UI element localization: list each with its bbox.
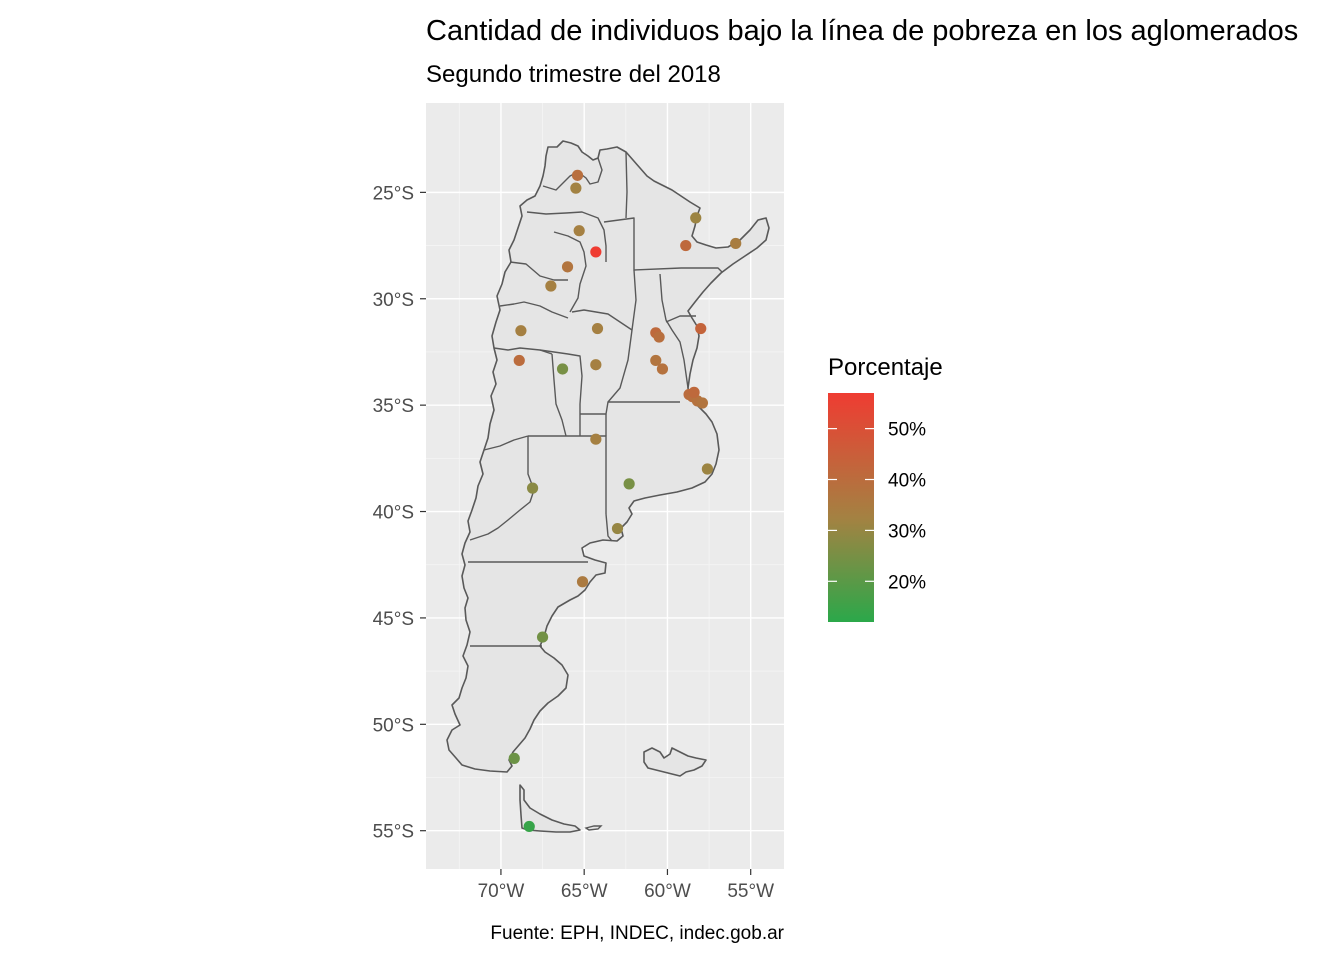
y-tick-label: 25°S: [373, 183, 414, 204]
agglomeration-point: [688, 386, 700, 398]
x-tick-label: 70°W: [478, 881, 525, 902]
border-sanluis: [539, 349, 583, 436]
y-tick-label: 55°S: [373, 822, 414, 843]
isla-de-los-estados: [584, 825, 603, 831]
border-entrerios-corrientes: [665, 315, 696, 323]
legend-break-label: 20%: [888, 572, 926, 593]
border-sanluis-west: [551, 353, 567, 437]
agglomeration-point: [513, 354, 525, 367]
border-chaco: [603, 217, 682, 271]
y-tick-label: 50°S: [373, 715, 414, 736]
agglomeration-point: [680, 239, 692, 252]
argentina-map: [446, 140, 770, 833]
legend-break-label: 50%: [888, 420, 926, 441]
legend-colorbar: [828, 393, 874, 622]
border-santafe-entrerios: [659, 273, 689, 389]
x-tick-label: 55°W: [727, 881, 774, 902]
agglomeration-point: [561, 261, 574, 273]
x-tick-label: 65°W: [561, 881, 608, 902]
x-tick-label: 60°W: [644, 881, 691, 902]
agglomeration-points: [508, 169, 742, 833]
chart-subtitle: Segundo trimestre del 2018: [426, 61, 721, 88]
tierra-del-fuego-outline: [519, 784, 581, 833]
agglomeration-point: [650, 354, 662, 367]
agglomeration-point: [611, 522, 624, 535]
border-cordoba-south: [580, 401, 680, 415]
agglomeration-point: [656, 363, 669, 375]
border-santiago-santafe: [607, 269, 637, 403]
province-borders: [468, 151, 723, 647]
agglomeration-point: [696, 397, 709, 409]
border-neuquen-rionegro: [469, 436, 535, 541]
agglomeration-point: [690, 212, 702, 224]
legend-break-label: 30%: [888, 521, 926, 542]
agglomeration-point: [591, 322, 604, 335]
legend-breaks: 20% 30% 40% 50%: [828, 420, 926, 593]
agglomeration-point: [653, 331, 665, 343]
y-tick-label: 45°S: [373, 609, 414, 630]
border-sanjuan-mendoza: [493, 347, 553, 355]
agglomeration-point: [730, 237, 742, 250]
agglomeration-point: [570, 182, 582, 194]
agglomeration-point: [556, 363, 569, 375]
agglomeration-point: [526, 482, 539, 494]
agglomeration-point: [590, 246, 602, 258]
agglomeration-point: [508, 752, 520, 764]
border-cordoba: [571, 309, 633, 331]
chart-title: Cantidad de individuos bajo la línea de …: [426, 15, 1298, 47]
y-tick-label: 30°S: [373, 290, 414, 311]
border-rionegro-buenosaires: [605, 513, 613, 542]
border-sanjuan-larioja: [499, 301, 569, 319]
malvinas-islands: [643, 747, 707, 777]
legend-break-label: 40%: [888, 471, 926, 492]
legend-title: Porcentaje: [828, 354, 943, 381]
agglomeration-point: [623, 478, 635, 490]
agglomeration-point: [590, 359, 602, 371]
border-corrientes: [681, 267, 723, 273]
agglomeration-point: [515, 325, 527, 337]
agglomeration-point: [523, 820, 535, 833]
axis-ticks: 70°W 65°W 60°W 55°W 25°S 30°S 35°S 40°S 45°S 50°S…: [373, 183, 774, 902]
color-legend: Porcentaje 20% 30% 40% 50%: [828, 354, 943, 622]
chart-caption: Fuente: EPH, INDEC, indec.gob.ar: [490, 923, 784, 944]
agglomeration-point: [701, 463, 714, 475]
border-lapampa: [528, 435, 607, 514]
agglomeration-point: [590, 433, 602, 445]
border-mendoza-neuquen: [483, 435, 529, 451]
agglomeration-point: [571, 169, 584, 181]
border-formosa: [625, 151, 628, 219]
border-larioja-catamarca: [509, 261, 568, 281]
agglomeration-point: [573, 225, 585, 237]
agglomeration-point: [576, 576, 589, 588]
y-tick-label: 35°S: [373, 396, 414, 417]
border-salta-south: [526, 211, 607, 262]
border-catamarca-tucuman: [553, 231, 587, 313]
agglomeration-point: [695, 322, 707, 335]
y-tick-label: 40°S: [373, 503, 414, 524]
agglomeration-point: [545, 280, 557, 292]
agglomeration-point: [536, 631, 549, 643]
